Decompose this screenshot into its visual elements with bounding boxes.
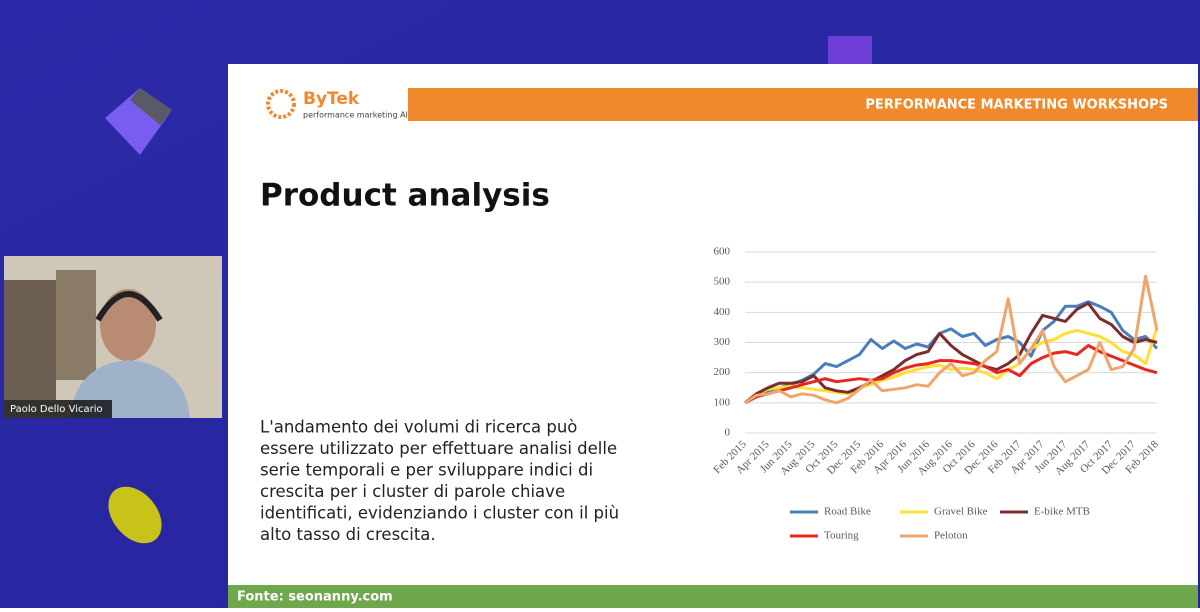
- legend-label: E-bike MTB: [1034, 506, 1090, 518]
- person-head: [100, 289, 156, 361]
- footer-source: Fonte: seonanny.com: [237, 590, 393, 605]
- legend-label: Touring: [824, 530, 859, 542]
- bookshelf: [56, 270, 96, 380]
- name-tag: [4, 400, 112, 418]
- body-line: crescita per i cluster di parole chiave: [260, 482, 565, 501]
- footer-bar: [228, 585, 1198, 608]
- bookshelf: [4, 280, 56, 400]
- slide-title: Product analysis: [260, 178, 550, 214]
- webcam: Paolo Dello Vicario: [4, 256, 222, 418]
- y-tick-label: 300: [714, 336, 731, 348]
- body-line: essere utilizzato per effettuare analisi…: [260, 439, 617, 458]
- y-tick-label: 0: [725, 427, 731, 439]
- logo-area: [228, 88, 408, 121]
- logo-mark: [266, 89, 296, 119]
- logo-name: ByTek: [303, 89, 360, 109]
- body-line: L'andamento dei volumi di ricerca può: [260, 418, 577, 437]
- y-tick-label: 500: [714, 276, 731, 288]
- decor-cube: [828, 36, 872, 66]
- series-line: [744, 274, 1159, 405]
- slide-body: L'andamento dei volumi di ricerca può ess…: [260, 418, 619, 545]
- y-tick-label: 600: [714, 246, 731, 258]
- y-tick-label: 100: [714, 396, 731, 408]
- decor-shape: [108, 486, 162, 544]
- slide: [228, 64, 1198, 608]
- legend-label: Gravel Bike: [934, 506, 988, 518]
- body-line: identificati, evidenziando i cluster con…: [260, 504, 619, 523]
- y-tick-label: 200: [714, 366, 731, 378]
- decor-cube-top: [130, 88, 172, 125]
- series-line: [744, 344, 1158, 405]
- body-line: serie temporali e per sviluppare indici …: [260, 461, 593, 480]
- legend-label: Peloton: [934, 530, 968, 542]
- body-line: alto tasso di crescita.: [260, 525, 436, 544]
- headset: [95, 291, 163, 322]
- participant-name: Paolo Dello Vicario: [10, 404, 103, 415]
- y-tick-label: 400: [714, 306, 731, 318]
- logo-tagline: performance marketing AI: [303, 111, 408, 120]
- series-line: [744, 301, 1158, 404]
- legend-label: Road Bike: [824, 506, 871, 518]
- series-line: [744, 326, 1159, 404]
- header-title: PERFORMANCE MARKETING WORKSHOPS: [865, 98, 1168, 113]
